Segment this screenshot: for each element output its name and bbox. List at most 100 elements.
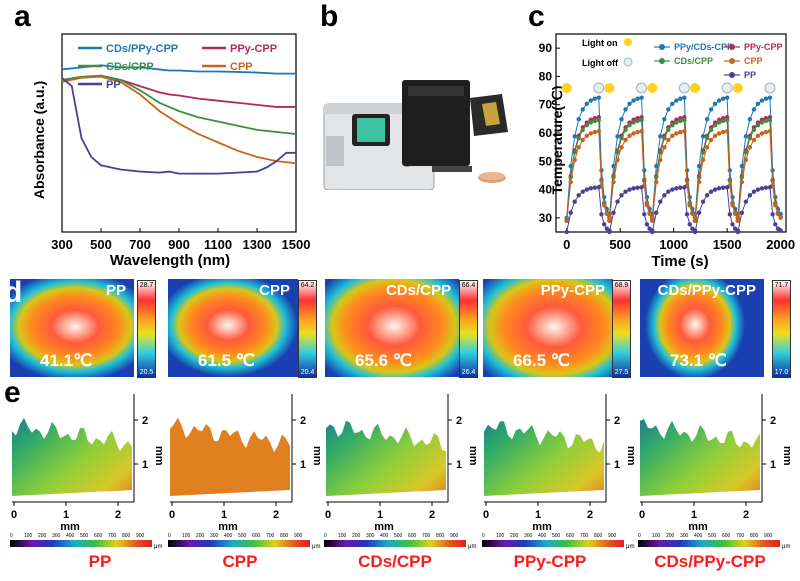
caption-cpp: CPP xyxy=(222,552,258,571)
temperature-point xyxy=(720,185,726,190)
caption-cds-ppy-cpp: CDs/PPy-CPP xyxy=(654,552,766,571)
temperature-point xyxy=(674,98,679,103)
temperature-xlabel: Time (s) xyxy=(651,253,708,270)
topo-scale-tick: 0 xyxy=(324,533,327,539)
temperature-point xyxy=(704,117,710,122)
topo-scale-tick: 200 xyxy=(196,533,205,539)
topo-scale-tick: 200 xyxy=(352,533,361,539)
temperature-point xyxy=(708,137,714,143)
temperature-point xyxy=(604,211,610,217)
temperature-point xyxy=(592,96,597,101)
topo-scale-tick: 700 xyxy=(266,533,275,539)
temperature-point xyxy=(692,229,698,235)
temperature-point xyxy=(743,157,749,163)
absorbance-series-line xyxy=(61,77,296,175)
bulb-off-icon xyxy=(721,82,733,94)
temperature-point xyxy=(720,129,726,135)
temperature-xtick-label: 1500 xyxy=(713,237,742,252)
topo-scale-tick: 400 xyxy=(224,533,233,539)
temperature-point xyxy=(743,150,749,155)
temperature-legend-marker xyxy=(659,44,665,50)
topo-scale-tick: 500 xyxy=(80,533,89,539)
topo-scale-tick: 200 xyxy=(666,533,675,539)
thermal-scale-max: 66.4 xyxy=(461,282,476,289)
topo-color-scale xyxy=(10,540,152,547)
temperature-point xyxy=(658,150,663,155)
panel-label-e: e xyxy=(4,376,21,409)
temperature-point xyxy=(763,118,769,124)
thermal-color-scale: 71.7 17.0 xyxy=(772,280,791,378)
thermal-color-scale: 66.4 26.4 xyxy=(459,280,478,378)
topo-xtick-label: 2 xyxy=(273,509,279,521)
temperature-point xyxy=(763,185,769,190)
absorbance-series-line xyxy=(61,75,297,165)
thermal-image: PP 41.1℃ xyxy=(10,279,134,377)
temperature-point xyxy=(572,157,577,163)
temperature-point xyxy=(635,129,640,135)
bulb-on-icon xyxy=(690,83,701,93)
topo-surface xyxy=(12,394,132,496)
topo-x-unit: mm xyxy=(60,521,80,533)
topo-scale-tick: 100 xyxy=(182,533,191,539)
temperature-point xyxy=(759,98,765,103)
temperature-point xyxy=(564,218,569,223)
temperature-point xyxy=(576,145,581,150)
topo-scale-tick: 500 xyxy=(394,533,403,539)
bulb-off-icon xyxy=(764,82,776,94)
topo-scale-tick: 200 xyxy=(38,533,47,539)
topo-scale-tick: 900 xyxy=(764,533,773,539)
topo-scale-tick: 900 xyxy=(450,533,459,539)
topo-scale-tick: 500 xyxy=(708,533,717,539)
temperature-point xyxy=(647,211,652,217)
topo-z-unit: mm xyxy=(311,446,321,466)
absorbance-plot-frame xyxy=(61,33,297,233)
topo-scale-tick: 900 xyxy=(608,533,617,539)
temperature-point xyxy=(712,122,718,128)
thermal-sample-label: CDs/PPy-CPP xyxy=(657,282,756,299)
temperature-point xyxy=(635,118,640,124)
topo-color-scale xyxy=(324,540,466,547)
temperature-point xyxy=(747,145,753,150)
temperature-point xyxy=(576,117,581,122)
temperature-point xyxy=(639,129,644,134)
temperature-point xyxy=(773,222,778,227)
thermal-scale-max: 64.2 xyxy=(300,282,315,289)
temperature-point xyxy=(658,199,663,204)
temperature-point xyxy=(666,127,671,133)
temperature-point xyxy=(678,129,683,135)
thermal-color-scale: 68.9 27.5 xyxy=(612,280,631,378)
temperature-xtick-label: 1000 xyxy=(659,237,688,252)
temperature-legend-marker xyxy=(729,44,735,50)
temperature-point xyxy=(759,186,765,191)
absorbance-legend-label: CDs/CPP xyxy=(106,61,154,73)
temperature-point xyxy=(631,98,636,103)
temperature-point xyxy=(615,199,620,204)
panel-label-b: b xyxy=(320,0,339,33)
topo-x-unit: mm xyxy=(688,521,708,533)
temperature-point xyxy=(735,229,741,235)
topo-scale-tick: 300 xyxy=(210,533,219,539)
bulb-off-icon xyxy=(678,82,690,94)
bulb-off-icon xyxy=(636,82,648,94)
temperature-point xyxy=(770,212,775,217)
topo-scale-tick: 600 xyxy=(566,533,575,539)
topo-xtick-label: 2 xyxy=(429,509,435,521)
temperature-point xyxy=(700,134,706,139)
topo-scale-tick: 400 xyxy=(538,533,547,539)
bulb-on-icon xyxy=(624,38,632,46)
absorbance-xtick-label: 700 xyxy=(129,237,151,252)
topo-ztick-label: 2 xyxy=(614,415,620,427)
thermal-color-scale: 28.7 20.5 xyxy=(137,280,156,378)
temperature-point xyxy=(619,135,624,141)
temperature-point xyxy=(751,127,757,133)
topo-z-unit: mm xyxy=(153,446,163,466)
temperature-point xyxy=(682,129,687,134)
topo-scale-tick: 0 xyxy=(168,533,171,539)
topo-xtick-label: 2 xyxy=(743,509,749,521)
thermal-sample-label: PPy-CPP xyxy=(540,282,605,299)
temperature-point xyxy=(696,179,702,185)
temperature-point xyxy=(619,117,624,122)
temperature-xtick-label: 2000 xyxy=(766,237,795,252)
temperature-point xyxy=(712,187,718,192)
